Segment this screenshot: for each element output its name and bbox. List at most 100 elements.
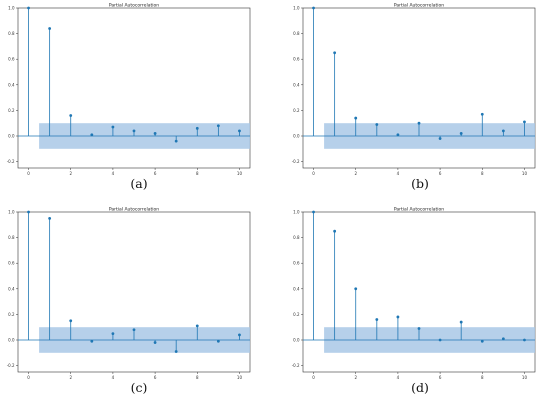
y-tick-label: 0.4 (8, 286, 15, 291)
pacf-marker (459, 132, 463, 135)
pacf-marker (48, 27, 52, 30)
pacf-marker (501, 129, 505, 133)
pacf-marker (153, 341, 157, 344)
pacf-marker (174, 139, 178, 143)
y-tick-label: 0.0 (8, 338, 15, 343)
x-tick-label: 6 (439, 171, 442, 176)
axes-frame (302, 211, 536, 373)
x-tick-label: 10 (237, 375, 243, 380)
pacf-marker (375, 318, 379, 321)
pacf-marker (153, 132, 157, 135)
pacf-marker (312, 6, 315, 10)
chart-title: Partial Autocorrelation (109, 207, 159, 213)
x-tick-label: 2 (69, 375, 72, 380)
x-tick-label: 0 (27, 171, 30, 176)
y-tick-label: 0.8 (8, 31, 15, 36)
x-tick-label: 6 (154, 171, 157, 176)
pacf-marker (216, 339, 220, 343)
axes-frame (302, 7, 536, 169)
y-tick-label: 0.2 (293, 312, 300, 317)
pacf-marker (69, 319, 73, 323)
pacf-marker (111, 332, 115, 335)
y-tick-label: 0.8 (293, 235, 300, 240)
y-tick-label: 0.0 (293, 134, 300, 139)
x-tick-label: 8 (481, 171, 484, 176)
pacf-marker (480, 112, 484, 116)
pacf-marker (417, 327, 421, 330)
chart-panel-1: Partial Autocorrelation -0.2 0.0 0.2 0.4 0.6 0… (7, 3, 251, 191)
y-tick-label: -0.2 (292, 363, 300, 368)
y-tick-label: -0.2 (7, 363, 15, 368)
pacf-marker (523, 120, 526, 124)
pacf-marker (501, 337, 505, 341)
x-tick-label: 10 (522, 171, 528, 176)
pacf-marker (132, 328, 136, 332)
chart-title: Partial Autocorrelation (394, 207, 444, 213)
pacf-marker (438, 137, 442, 140)
y-tick-label: 0.0 (293, 338, 300, 343)
pacf-marker (312, 210, 315, 214)
chart-panel-3: Partial Autocorrelation -0.2 0.0 0.2 0.4 0.6 0… (7, 207, 251, 395)
pacf-marker (523, 338, 526, 342)
x-tick-label: 2 (354, 171, 357, 176)
pacf-marker (459, 320, 463, 324)
x-tick-label: 10 (522, 375, 528, 380)
pacf-marker (354, 287, 358, 291)
x-tick-label: 4 (397, 171, 400, 176)
pacf-marker (90, 133, 94, 137)
y-tick-label: -0.2 (292, 159, 300, 164)
y-tick-label: 1.0 (8, 210, 15, 215)
pacf-marker (216, 124, 220, 128)
x-tick-label: 2 (354, 375, 357, 380)
pacf-marker (375, 123, 379, 126)
pacf-marker (174, 350, 178, 353)
y-tick-label: 0.8 (8, 235, 15, 240)
y-tick-label: 0.4 (293, 286, 300, 291)
pacf-marker (27, 6, 30, 10)
pacf-marker (27, 210, 30, 214)
pacf-marker (417, 121, 421, 125)
pacf-marker (48, 217, 52, 220)
pacf-marker (195, 324, 199, 328)
panel-label: (d) (411, 380, 429, 395)
x-tick-label: 6 (154, 375, 157, 380)
y-tick-label: 0.6 (8, 57, 15, 62)
x-tick-label: 8 (481, 375, 484, 380)
y-tick-label: 0.6 (293, 261, 300, 266)
chart-panel-2: Partial Autocorrelation -0.2 0.0 0.2 0.4 0.6 0… (292, 3, 536, 191)
x-tick-label: 0 (312, 171, 315, 176)
pacf-marker (354, 116, 358, 120)
x-tick-label: 8 (196, 171, 199, 176)
y-tick-label: 0.4 (293, 82, 300, 87)
y-tick-label: 1.0 (293, 6, 300, 11)
x-tick-label: 4 (397, 375, 400, 380)
y-tick-label: 1.0 (293, 210, 300, 215)
panel-label: (b) (411, 176, 429, 191)
pacf-marker (132, 129, 136, 133)
axes-frame (17, 7, 251, 169)
pacf-marker (396, 133, 400, 137)
pacf-marker (396, 315, 400, 319)
pacf-marker (195, 126, 199, 130)
x-tick-label: 6 (439, 375, 442, 380)
x-tick-label: 4 (112, 375, 115, 380)
y-tick-label: 0.6 (8, 261, 15, 266)
x-tick-label: 4 (112, 171, 115, 176)
y-tick-label: -0.2 (7, 159, 15, 164)
pacf-marker (480, 339, 484, 343)
pacf-marker (333, 229, 337, 233)
pacf-marker (333, 51, 337, 55)
pacf-marker (69, 114, 73, 117)
pacf-marker (438, 338, 442, 342)
y-tick-label: 0.6 (293, 57, 300, 62)
y-tick-label: 1.0 (8, 6, 15, 11)
x-tick-label: 10 (237, 171, 243, 176)
x-tick-label: 0 (312, 375, 315, 380)
y-tick-label: 0.2 (8, 312, 15, 317)
x-tick-label: 0 (27, 375, 30, 380)
pacf-marker (238, 129, 241, 133)
y-tick-label: 0.8 (293, 31, 300, 36)
pacf-marker (238, 333, 241, 337)
panel-label: (c) (131, 380, 148, 395)
